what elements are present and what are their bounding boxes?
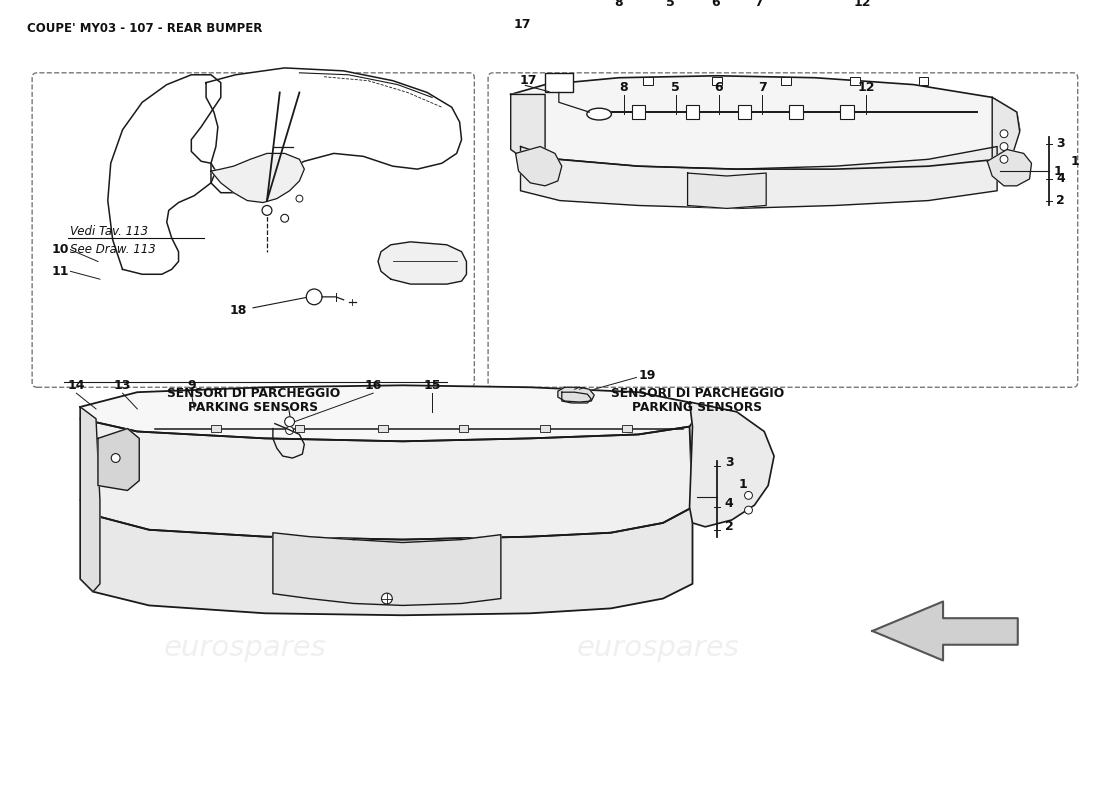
Circle shape	[1000, 155, 1008, 163]
FancyBboxPatch shape	[488, 73, 1078, 387]
Polygon shape	[992, 98, 1020, 163]
Text: 18: 18	[230, 298, 307, 317]
Text: 8: 8	[615, 0, 623, 9]
Polygon shape	[98, 429, 140, 490]
Text: PARKING SENSORS: PARKING SENSORS	[632, 401, 762, 414]
Text: 4: 4	[1056, 173, 1065, 186]
Circle shape	[1000, 142, 1008, 150]
Ellipse shape	[587, 108, 612, 120]
Bar	[621, 425, 631, 433]
Text: eurospares: eurospares	[164, 634, 327, 662]
Text: 7: 7	[754, 0, 762, 9]
Bar	[644, 77, 653, 85]
Polygon shape	[80, 407, 100, 592]
Polygon shape	[273, 533, 500, 606]
Circle shape	[262, 206, 272, 215]
Text: eurospares: eurospares	[164, 471, 327, 499]
Text: 3: 3	[725, 456, 734, 469]
Polygon shape	[516, 146, 562, 186]
Bar	[712, 77, 722, 85]
Text: 5: 5	[671, 82, 680, 94]
Text: 4: 4	[725, 497, 734, 510]
Circle shape	[285, 417, 295, 426]
Text: 15: 15	[424, 379, 441, 392]
Circle shape	[745, 491, 752, 499]
Polygon shape	[206, 68, 462, 193]
Circle shape	[286, 426, 294, 434]
Text: eurospares: eurospares	[576, 634, 739, 662]
Bar	[849, 77, 859, 85]
Circle shape	[111, 454, 120, 462]
Polygon shape	[988, 150, 1032, 186]
Text: 12: 12	[858, 82, 876, 94]
Polygon shape	[872, 602, 1018, 661]
Polygon shape	[510, 94, 546, 163]
Bar	[211, 425, 221, 433]
Bar	[631, 106, 646, 119]
FancyBboxPatch shape	[32, 73, 474, 387]
Text: eurospares: eurospares	[576, 471, 739, 499]
Text: 2: 2	[1056, 194, 1065, 207]
Bar	[295, 425, 305, 433]
Text: 6: 6	[715, 82, 724, 94]
Text: PARKING SENSORS: PARKING SENSORS	[188, 401, 318, 414]
Bar	[459, 425, 469, 433]
Text: 8: 8	[619, 82, 628, 94]
Bar	[789, 106, 803, 119]
Bar	[378, 425, 388, 433]
Bar	[840, 106, 854, 119]
Text: SENSORI DI PARCHEGGIO: SENSORI DI PARCHEGGIO	[166, 387, 340, 400]
Text: 7: 7	[758, 82, 767, 94]
Text: 16: 16	[364, 379, 382, 392]
Polygon shape	[378, 242, 466, 284]
Polygon shape	[80, 386, 697, 442]
Polygon shape	[80, 418, 693, 539]
Text: 12: 12	[854, 0, 871, 9]
Circle shape	[382, 593, 393, 604]
Text: 10: 10	[52, 243, 69, 256]
Bar	[781, 77, 791, 85]
Text: 13: 13	[113, 379, 131, 392]
Bar	[918, 77, 928, 85]
Polygon shape	[211, 154, 305, 202]
Text: 11: 11	[52, 265, 69, 278]
Text: SENSORI DI PARCHEGGIO: SENSORI DI PARCHEGGIO	[610, 387, 784, 400]
Text: 1: 1	[1070, 154, 1079, 168]
Text: 17: 17	[519, 74, 537, 86]
Bar	[540, 425, 550, 433]
Text: 1: 1	[1053, 165, 1062, 178]
Polygon shape	[688, 173, 767, 209]
Polygon shape	[108, 74, 221, 274]
Text: Vedi Tav. 113: Vedi Tav. 113	[70, 225, 148, 238]
Text: 6: 6	[711, 0, 719, 9]
Text: 9: 9	[187, 379, 196, 392]
Circle shape	[306, 289, 322, 305]
Text: 2: 2	[725, 520, 734, 533]
Text: 19: 19	[638, 369, 656, 382]
Text: 14: 14	[67, 379, 85, 392]
Text: 1: 1	[739, 478, 747, 490]
Polygon shape	[510, 76, 1020, 169]
Text: 3: 3	[1056, 137, 1065, 150]
Text: 17: 17	[514, 18, 531, 30]
Bar	[685, 106, 700, 119]
Bar	[546, 73, 573, 93]
Polygon shape	[558, 387, 594, 402]
Bar	[738, 106, 751, 119]
Polygon shape	[690, 402, 774, 527]
Text: See Draw. 113: See Draw. 113	[70, 242, 156, 255]
Polygon shape	[520, 146, 997, 209]
Circle shape	[745, 506, 752, 514]
Polygon shape	[80, 500, 693, 615]
Circle shape	[296, 195, 303, 202]
Text: 5: 5	[666, 0, 674, 9]
Circle shape	[1000, 130, 1008, 138]
Circle shape	[280, 214, 288, 222]
Text: COUPE' MY03 - 107 - REAR BUMPER: COUPE' MY03 - 107 - REAR BUMPER	[28, 22, 263, 34]
